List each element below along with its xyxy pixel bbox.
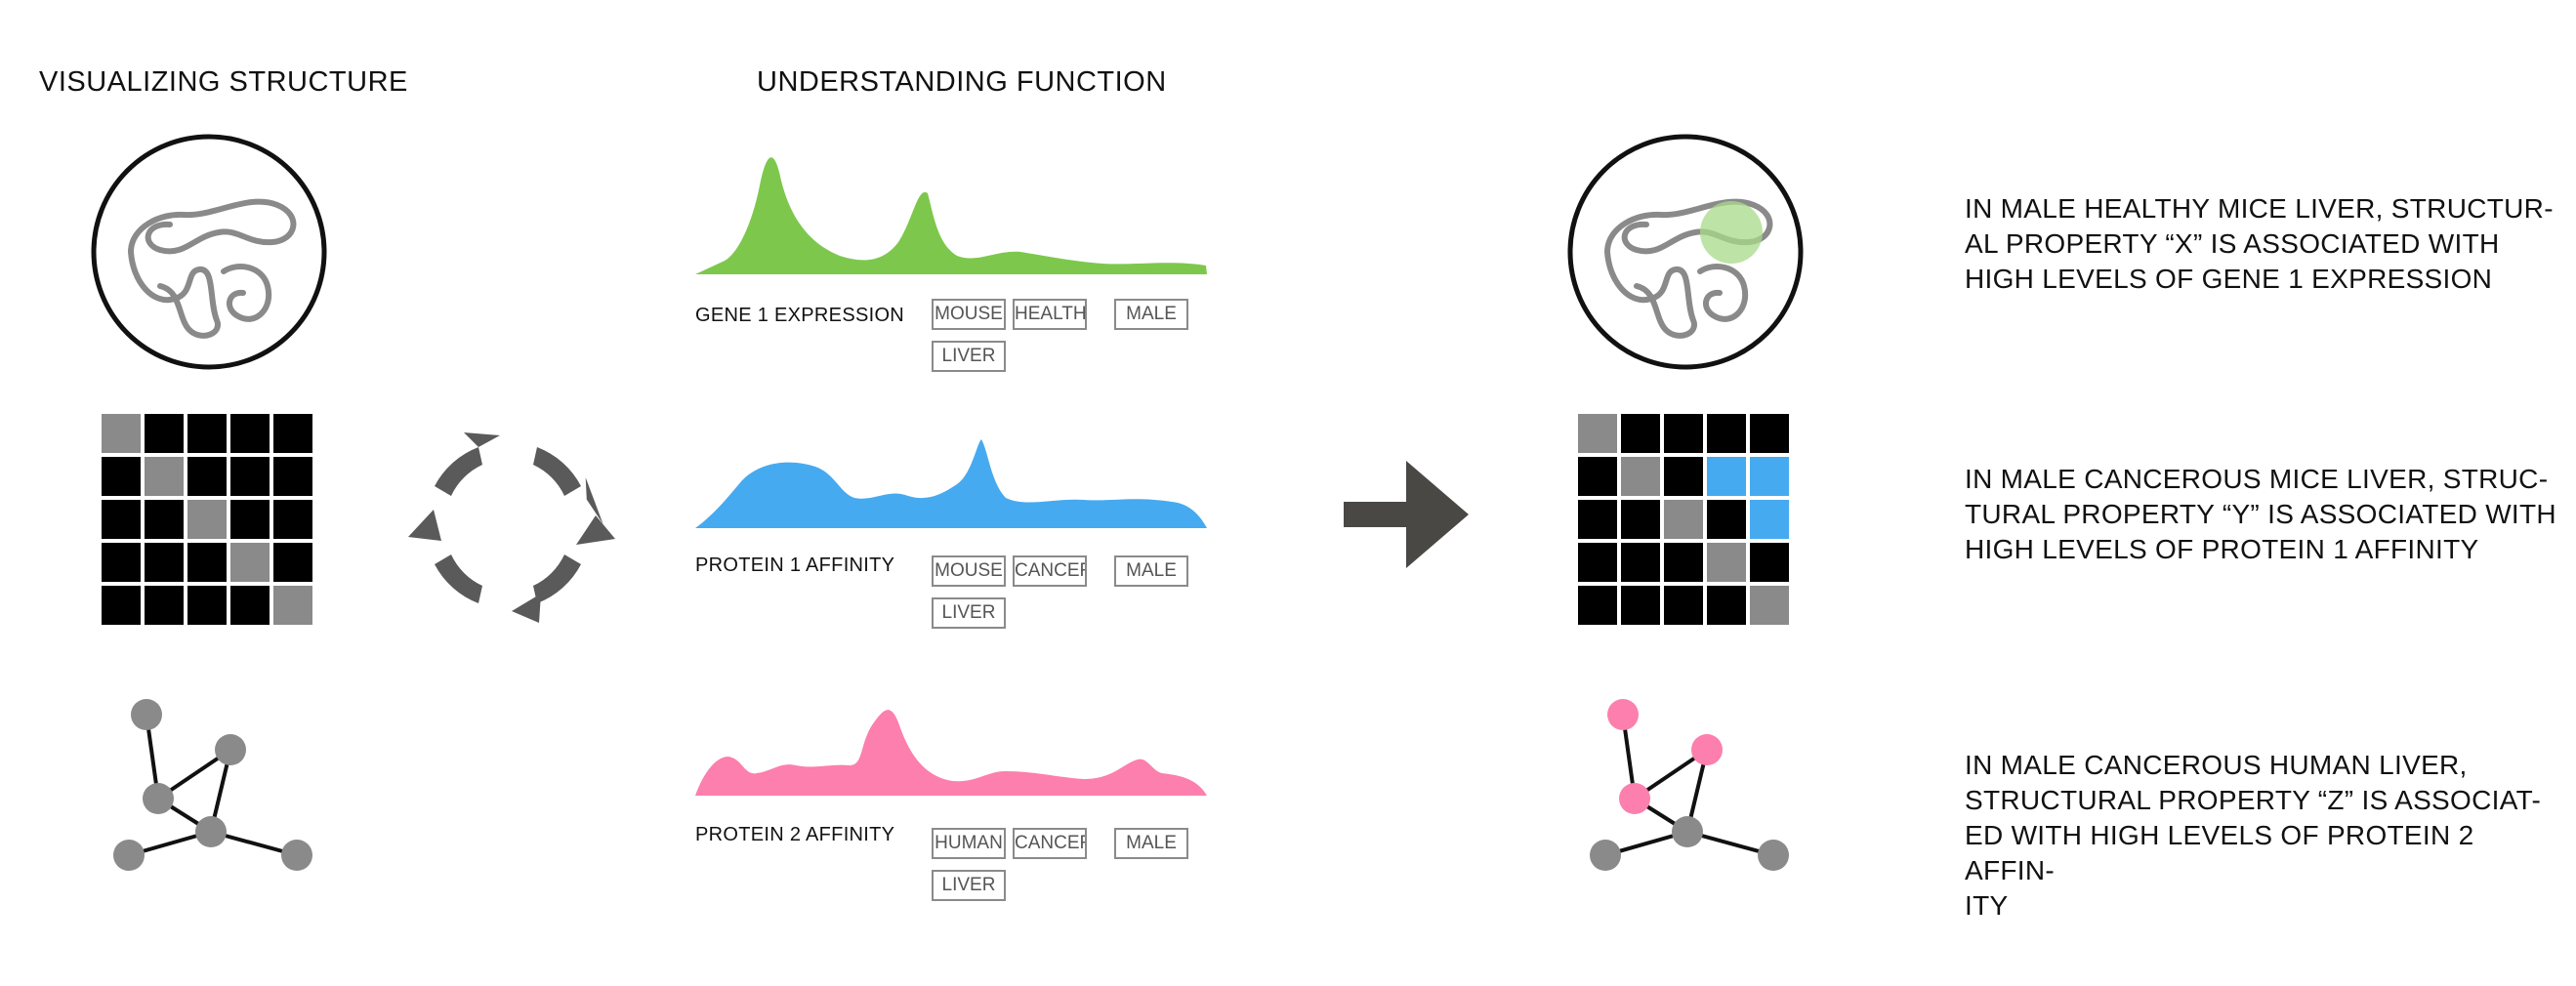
matrix-cell: [1664, 500, 1703, 539]
graph-node: [281, 840, 312, 871]
matrix-cell: [187, 414, 227, 453]
matrix-cell: [273, 414, 312, 453]
graph-node: [1672, 816, 1703, 847]
tag-male: MALE: [1114, 299, 1188, 330]
graph-node: [1758, 840, 1789, 871]
graph-node: [113, 840, 145, 871]
graph-node: [1607, 699, 1639, 730]
graph-node: [215, 734, 246, 765]
matrix-cell: [145, 543, 184, 582]
matrix-cell: [187, 543, 227, 582]
matrix-cell: [102, 500, 141, 539]
matrix-cell: [145, 500, 184, 539]
network-graph-highlighted-icon: [1590, 699, 1789, 871]
chromatin-loop-highlighted-icon: [1567, 134, 1804, 370]
track-label-protein-1-affinity: PROTEIN 1 AFFINITY: [695, 555, 895, 576]
protein-1-affinity-track: [695, 439, 1207, 528]
graph-node: [195, 816, 227, 847]
gene-1-expression-track: [695, 157, 1207, 274]
tag-liver: LIVER: [932, 597, 1006, 629]
matrix-cell: [273, 543, 312, 582]
graph-node: [1619, 783, 1650, 814]
matrix-cell: [187, 457, 227, 496]
finding-structural-property-x: IN MALE HEALTHY MICE LIVER, STRUCTUR- AL…: [1965, 193, 2554, 294]
tag-male: MALE: [1114, 828, 1188, 859]
tag-mouse: MOUSE: [932, 299, 1006, 330]
matrix-cell: [1621, 414, 1660, 453]
matrix-cell: [1707, 586, 1746, 625]
tag-healthy: HEALTHY: [1013, 299, 1087, 330]
matrix-cell: [102, 586, 141, 625]
tag-liver: LIVER: [932, 870, 1006, 901]
tag-mouse: MOUSE: [932, 555, 1006, 587]
matrix-cell: [187, 586, 227, 625]
matrix-cell: [230, 457, 270, 496]
finding-structural-property-z: IN MALE CANCEROUS HUMAN LIVER, STRUCTURA…: [1965, 750, 2542, 921]
graph-node: [1691, 734, 1723, 765]
network-graph-icon: [113, 699, 312, 871]
matrix-cell: [273, 586, 312, 625]
right-arrow-icon: [1344, 461, 1469, 568]
graph-node: [131, 699, 162, 730]
heading-visualizing-structure: VISUALIZING STRUCTURE: [39, 66, 408, 98]
matrix-cell: [1578, 457, 1617, 496]
matrix-cell: [1664, 457, 1703, 496]
matrix-cell: [1707, 457, 1746, 496]
finding-structural-property-y: IN MALE CANCEROUS MICE LIVER, STRUC- TUR…: [1965, 464, 2556, 564]
matrix-cell: [1578, 500, 1617, 539]
matrix-cell: [1664, 543, 1703, 582]
matrix-cell: [187, 500, 227, 539]
chromatin-loop-icon: [91, 134, 327, 370]
matrix-cell: [102, 543, 141, 582]
matrix-cell: [230, 586, 270, 625]
matrix-cell: [1707, 500, 1746, 539]
matrix-cell: [230, 500, 270, 539]
matrix-cell: [1578, 543, 1617, 582]
matrix-cell: [1750, 543, 1789, 582]
tag-human: HUMAN: [932, 828, 1006, 859]
matrix-cell: [1621, 457, 1660, 496]
matrix-cell: [145, 414, 184, 453]
track-label-protein-2-affinity: PROTEIN 2 AFFINITY: [695, 824, 895, 845]
matrix-cell: [1750, 457, 1789, 496]
matrix-cell: [230, 414, 270, 453]
heading-understanding-function: UNDERSTANDING FUNCTION: [757, 66, 1167, 98]
matrix-cell: [1664, 586, 1703, 625]
protein-2-affinity-track: [695, 710, 1207, 796]
matrix-cell: [1578, 586, 1617, 625]
graph-node: [1590, 840, 1621, 871]
tag-liver: LIVER: [932, 341, 1006, 372]
tag-male: MALE: [1114, 555, 1188, 587]
matrix-cell: [1621, 543, 1660, 582]
matrix-cell: [1750, 586, 1789, 625]
tag-cancer: CANCER: [1013, 828, 1087, 859]
structural-property-x-highlight: [1700, 201, 1763, 264]
matrix-cell: [1621, 500, 1660, 539]
contact-matrix-highlighted-icon: [1576, 412, 1795, 631]
matrix-cell: [1664, 414, 1703, 453]
graph-node: [143, 783, 174, 814]
matrix-cell: [230, 543, 270, 582]
matrix-cell: [145, 586, 184, 625]
cycle-arrows-icon: [408, 432, 615, 623]
matrix-cell: [145, 457, 184, 496]
matrix-cell: [1621, 586, 1660, 625]
matrix-cell: [273, 457, 312, 496]
contact-matrix-icon: [100, 412, 318, 631]
matrix-cell: [102, 414, 141, 453]
matrix-cell: [1750, 414, 1789, 453]
matrix-cell: [1578, 414, 1617, 453]
tag-cancer: CANCER: [1013, 555, 1087, 587]
matrix-cell: [1707, 543, 1746, 582]
matrix-cell: [273, 500, 312, 539]
matrix-cell: [1707, 414, 1746, 453]
matrix-cell: [102, 457, 141, 496]
matrix-cell: [1750, 500, 1789, 539]
track-label-gene-1-expression: GENE 1 EXPRESSION: [695, 305, 905, 326]
